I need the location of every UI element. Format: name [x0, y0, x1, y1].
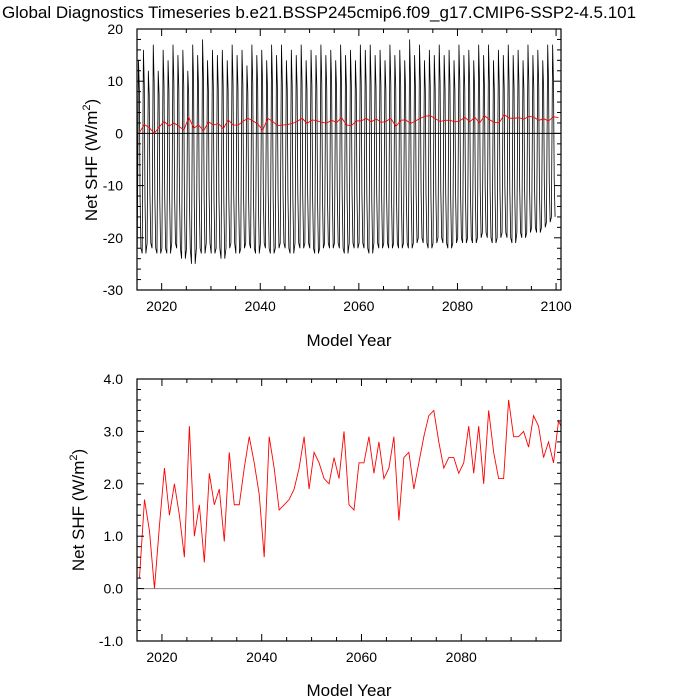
bottom-ytick-label: 2.0	[104, 476, 124, 492]
top-xtick-label: 2100	[540, 298, 571, 314]
top-ytick-label: 10	[107, 73, 123, 89]
figure-title: Global Diagnostics Timeseries b.e21.BSSP…	[2, 3, 636, 22]
top-ytick-label: -20	[103, 230, 123, 246]
bottom-ytick-label: 3.0	[104, 423, 124, 439]
top-xtick-label: 2040	[245, 298, 276, 314]
top-ytick-label: 20	[107, 21, 123, 37]
bottom-panel: Model Year Net SHF (W/m2) 2020 2040 2060 20…	[68, 371, 562, 700]
top-ylabel: Net SHF (W/m2)	[81, 99, 101, 221]
top-ylabel-main: Net SHF (W/m	[82, 111, 101, 222]
top-series-monthly-line	[137, 39, 556, 264]
top-xtick-label: 2020	[146, 298, 177, 314]
top-ytick-label: 0	[115, 125, 123, 141]
top-xtick-label: 2060	[343, 298, 374, 314]
bottom-xtick-label: 2060	[346, 649, 377, 665]
top-series-annual-line	[139, 113, 559, 135]
bottom-ytick-label: 4.0	[104, 371, 124, 387]
top-ytick-label: -30	[103, 282, 123, 298]
bottom-ylabel: Net SHF (W/m2)	[68, 449, 88, 571]
top-ytick-label: -10	[103, 178, 123, 194]
bottom-xlabel: Model Year	[306, 681, 391, 700]
bottom-ylabel-main: Net SHF (W/m	[69, 461, 88, 572]
bottom-plot-frame	[136, 378, 562, 642]
top-plot-frame	[136, 28, 562, 291]
bottom-xtick-label: 2020	[146, 649, 177, 665]
top-ylabel-sup: 2	[81, 105, 93, 111]
top-xlabel: Model Year	[306, 331, 391, 350]
bottom-ylabel-sup: 2	[68, 455, 80, 461]
bottom-xtick-label: 2080	[446, 649, 477, 665]
bottom-ytick-label: 0.0	[104, 581, 124, 597]
bottom-xtick-label: 2040	[246, 649, 277, 665]
bottom-ytick-label: -1.0	[99, 633, 123, 649]
top-xtick-label: 2080	[442, 298, 473, 314]
top-ylabel-end: )	[82, 99, 101, 105]
bottom-series-annual-line	[139, 399, 561, 589]
bottom-ytick-label: 1.0	[104, 528, 124, 544]
bottom-ylabel-end: )	[69, 449, 88, 455]
top-panel: Model Year Net SHF (W/m2) 2020 2040 2060 20…	[81, 21, 572, 350]
